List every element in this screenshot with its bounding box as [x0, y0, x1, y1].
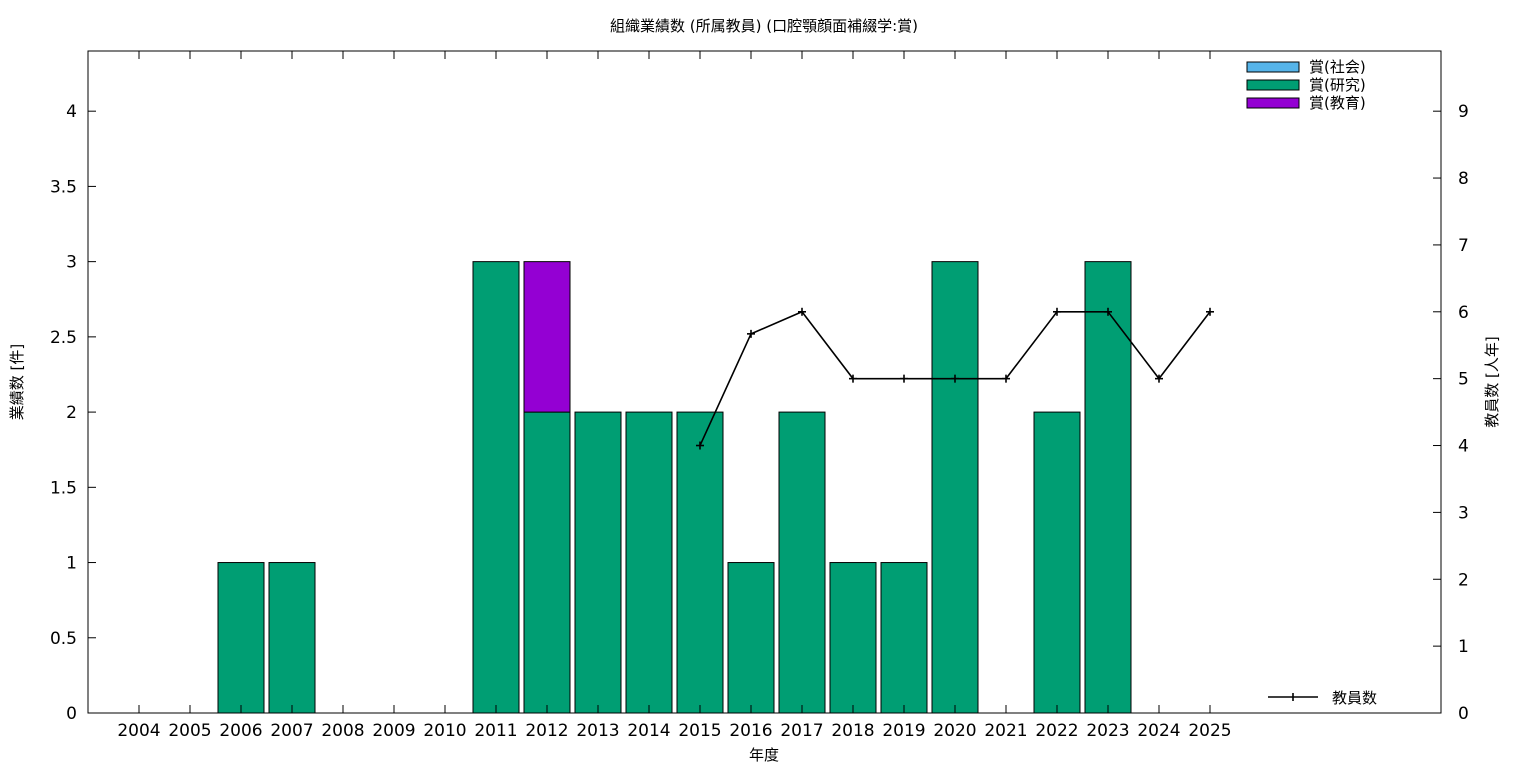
x-tick-label: 2012	[525, 721, 568, 741]
x-tick-label: 2009	[372, 721, 415, 741]
x-tick-label: 2016	[729, 721, 772, 741]
faculty-point-2016	[747, 329, 755, 338]
faculty-point-2024	[1155, 374, 1163, 383]
bar-2014-series-1	[625, 411, 673, 714]
bar-2017-series-1	[778, 411, 826, 714]
x-tick-label: 2005	[168, 721, 211, 741]
y2-axis-label: 教員数 [人年]	[1483, 336, 1501, 427]
x-tick-label: 2024	[1137, 721, 1180, 741]
faculty-point-2018	[849, 374, 857, 383]
x-tick-label: 2006	[219, 721, 262, 741]
y2-tick-label: 4	[1458, 437, 1469, 457]
faculty-point-2020	[951, 374, 959, 383]
faculty-point-2022	[1053, 307, 1061, 316]
bar-2015-series-1	[676, 411, 724, 714]
x-tick-label: 2023	[1086, 721, 1129, 741]
bar-2016-series-1	[727, 562, 775, 714]
bar-2022-series-1	[1033, 411, 1081, 714]
legend-label-1: 賞(研究)	[1309, 76, 1366, 94]
x-tick-label: 2013	[576, 721, 619, 741]
x-tick-label: 2021	[984, 721, 1027, 741]
legend-label-0: 賞(社会)	[1309, 58, 1366, 76]
bar-2012-series-2	[523, 261, 571, 413]
bars-layer	[217, 261, 1132, 714]
x-tick-label: 2008	[321, 721, 364, 741]
faculty-point-2023	[1104, 307, 1112, 316]
x-tick-label: 2020	[933, 721, 976, 741]
y-tick-label: 0.5	[50, 629, 77, 649]
y2-tick-label: 9	[1458, 102, 1469, 122]
x-tick-label: 2017	[780, 721, 823, 741]
x-tick-label: 2015	[678, 721, 721, 741]
legend-line-label: 教員数	[1332, 689, 1377, 707]
faculty-line-layer	[696, 307, 1214, 450]
legend-swatch-2	[1246, 97, 1300, 109]
bar-2007-series-1	[268, 562, 316, 714]
axes-layer: 0 0.5 1 1.5 2 2.5 3 3.5 4 0 1 2 3 4 5 6 7 8 9 2004 2005 2006 2…	[50, 51, 1469, 741]
faculty-point-2025	[1206, 307, 1214, 316]
y2-tick-label: 3	[1458, 503, 1469, 523]
legend-swatch-0	[1246, 61, 1300, 73]
y-tick-label: 2	[66, 403, 77, 423]
x-tick-label: 2010	[423, 721, 466, 741]
y2-tick-label: 7	[1458, 236, 1469, 256]
bar-2020-series-1	[931, 261, 979, 714]
y2-tick-label: 5	[1458, 370, 1469, 390]
x-tick-label: 2019	[882, 721, 925, 741]
faculty-point-2017	[798, 307, 806, 316]
y-tick-label: 3.5	[50, 177, 77, 197]
bar-2023-series-1	[1084, 261, 1132, 714]
faculty-point-2021	[1002, 374, 1010, 383]
bar-2011-series-1	[472, 261, 520, 714]
y2-tick-label: 1	[1458, 637, 1469, 657]
x-tick-label: 2022	[1035, 721, 1078, 741]
x-tick-label: 2014	[627, 721, 670, 741]
x-tick-label: 2007	[270, 721, 313, 741]
y2-tick-label: 6	[1458, 303, 1469, 323]
y-tick-label: 1	[66, 554, 77, 574]
y2-tick-label: 0	[1458, 704, 1469, 724]
bar-2018-series-1	[829, 562, 877, 714]
y-tick-label: 0	[66, 704, 77, 724]
bar-2012-series-1	[523, 411, 571, 714]
bar-2013-series-1	[574, 411, 622, 714]
legend-label-2: 賞(教育)	[1309, 94, 1366, 112]
y-tick-label: 2.5	[50, 328, 77, 348]
x-tick-label: 2004	[117, 721, 160, 741]
y2-tick-label: 8	[1458, 169, 1469, 189]
chart-title: 組織業績数 (所属教員) (口腔顎顔面補綴学:賞)	[610, 17, 918, 35]
x-axis-label: 年度	[749, 746, 779, 764]
x-tick-label: 2018	[831, 721, 874, 741]
bar-2006-series-1	[217, 562, 265, 714]
y-axis-label: 業績数 [件]	[8, 344, 26, 420]
legend: 賞(社会)賞(研究)賞(教育) 教員数	[1246, 58, 1377, 707]
plot-frame	[87, 50, 1442, 714]
y-tick-label: 1.5	[50, 478, 77, 498]
faculty-point-2015	[696, 441, 704, 450]
legend-swatch-1	[1246, 79, 1300, 91]
bar-2019-series-1	[880, 562, 928, 714]
faculty-point-2019	[900, 374, 908, 383]
y2-tick-label: 2	[1458, 570, 1469, 590]
y-tick-label: 3	[66, 253, 77, 273]
y-tick-label: 4	[66, 102, 77, 122]
x-tick-label: 2025	[1188, 721, 1231, 741]
x-tick-label: 2011	[474, 721, 517, 741]
